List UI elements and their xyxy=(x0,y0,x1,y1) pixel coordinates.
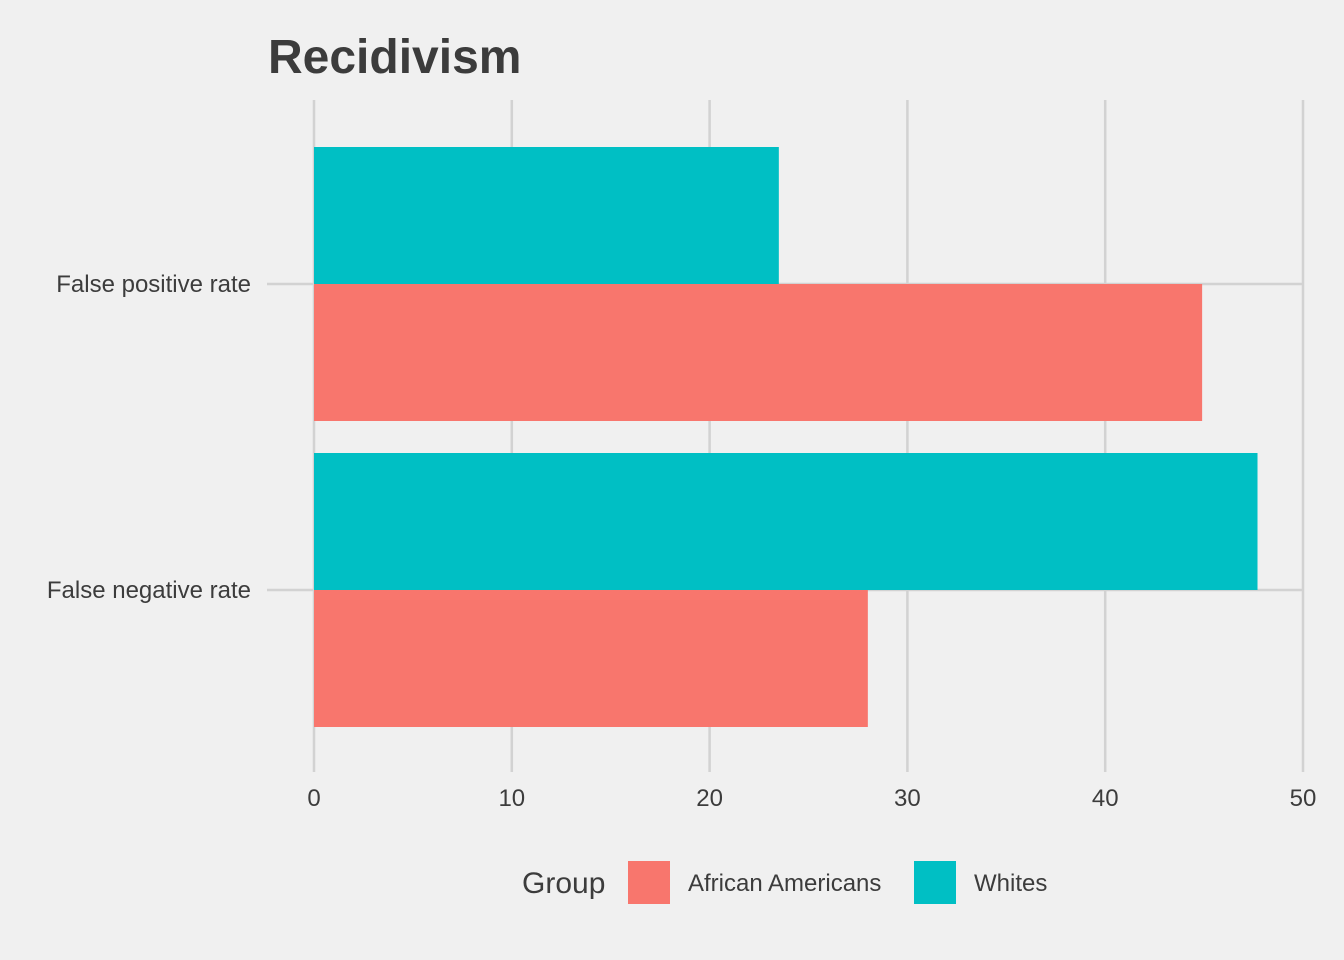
y-tick-label: False negative rate xyxy=(47,577,251,604)
x-tick-label: 10 xyxy=(498,785,525,812)
bar-whites-false-negative-rate xyxy=(314,453,1258,590)
bar-whites-false-positive-rate xyxy=(314,147,779,284)
legend: Group African Americans Whites xyxy=(522,861,1047,904)
bar-african-americans-false-negative-rate xyxy=(314,590,868,727)
x-tick-label: 20 xyxy=(696,785,723,812)
y-axis: False positive rate False negative rate xyxy=(47,271,251,604)
legend-label: African Americans xyxy=(688,870,881,897)
x-tick-label: 50 xyxy=(1290,785,1317,812)
bars xyxy=(314,147,1258,727)
x-tick-label: 30 xyxy=(894,785,921,812)
chart-title: Recidivism xyxy=(268,31,521,84)
x-tick-label: 0 xyxy=(307,785,320,812)
legend-label: Whites xyxy=(974,870,1047,897)
x-tick-label: 40 xyxy=(1092,785,1119,812)
legend-title: Group xyxy=(522,867,605,900)
y-tick-label: False positive rate xyxy=(56,271,251,298)
legend-key xyxy=(628,861,670,904)
legend-key xyxy=(914,861,956,904)
bar-african-americans-false-positive-rate xyxy=(314,284,1203,421)
x-axis: 0 10 20 30 40 50 xyxy=(307,785,1316,812)
